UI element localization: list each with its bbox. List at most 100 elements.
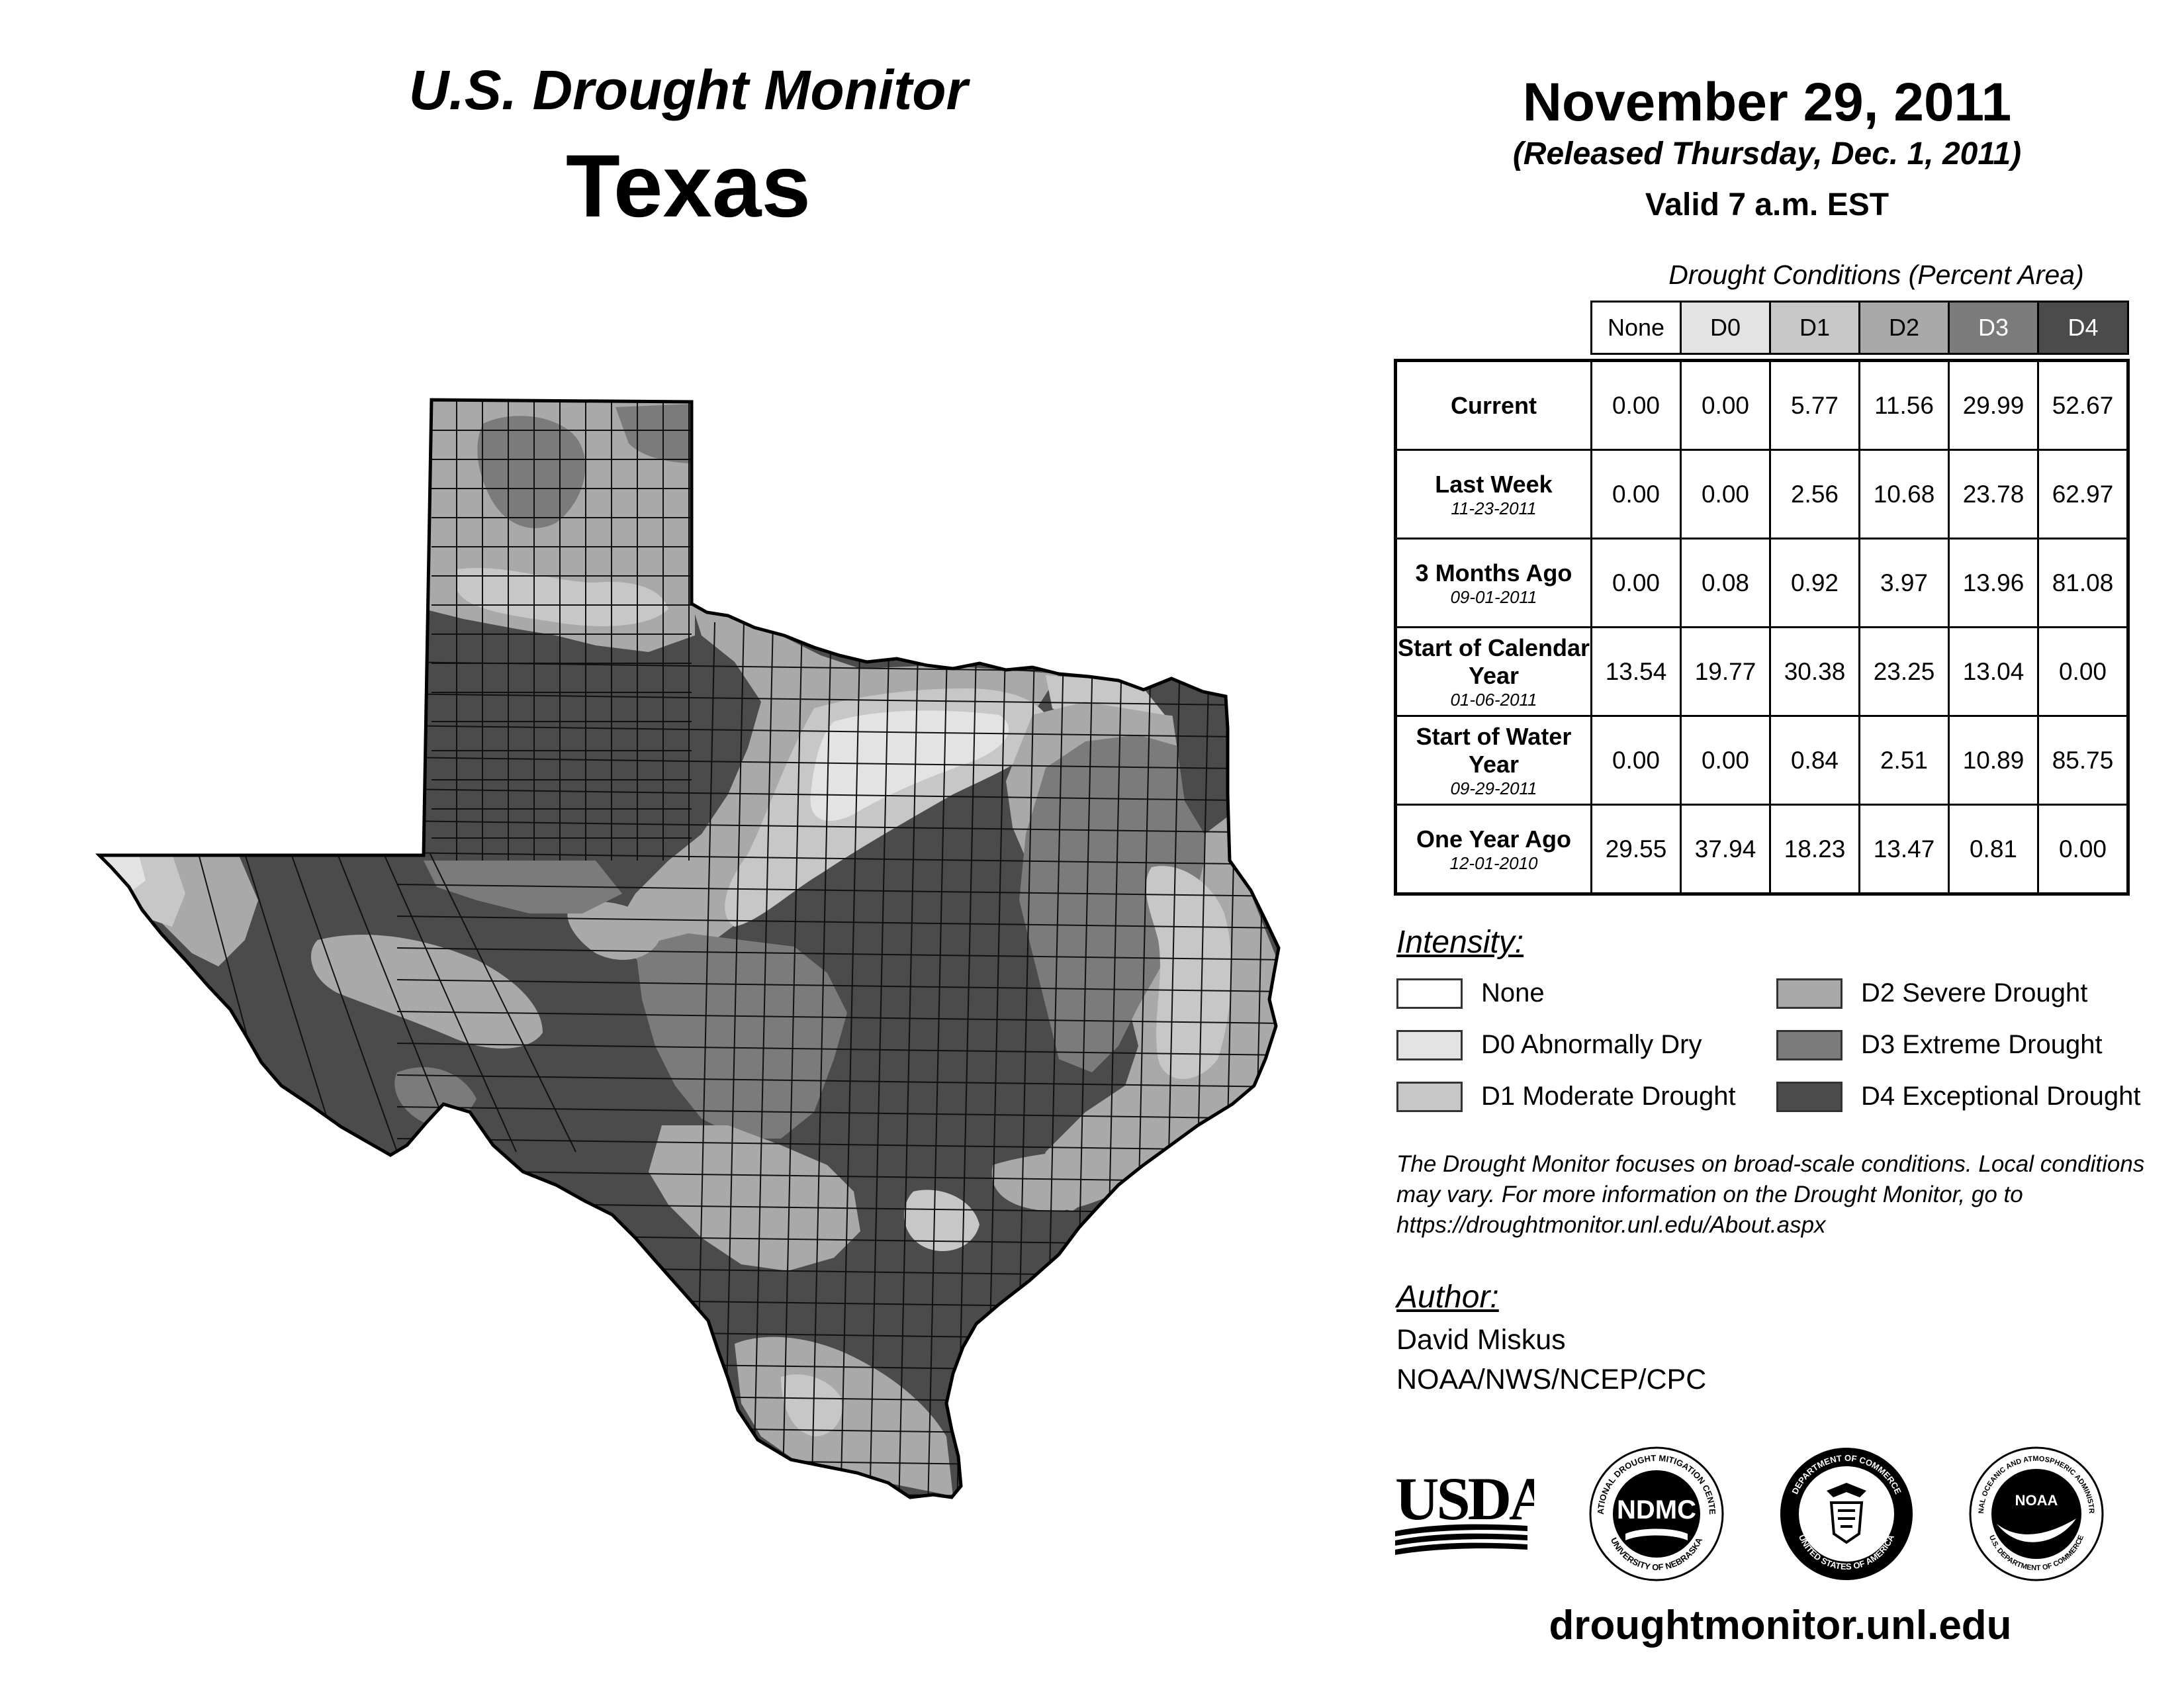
table-cell: 0.08: [1680, 538, 1771, 628]
row-label: One Year Ago 12-01-2010: [1394, 804, 1592, 895]
table-cell: 85.75: [2037, 715, 2129, 806]
zone-d3-west-central: [424, 861, 622, 914]
table-cell: 29.99: [1948, 359, 2039, 451]
county-boundary: [396, 1138, 1279, 1151]
table-cell: 62.97: [2037, 449, 2129, 539]
table-cell: 0.00: [1590, 449, 1682, 539]
usda-logo: USDA: [1395, 1465, 1534, 1555]
table-cell: 0.00: [2037, 626, 2129, 717]
table-cell: 29.55: [1590, 804, 1682, 895]
zone-d2-permian: [567, 902, 662, 960]
table-cell: 13.04: [1948, 626, 2039, 717]
commerce-seal-logo: DEPARTMENT OF COMMERCE UNITED STATES OF …: [1780, 1448, 1913, 1580]
bird-icon: [1997, 1519, 2076, 1542]
county-boundary: [752, 622, 774, 1497]
legend-label: None: [1481, 978, 1545, 1008]
county-boundary: [396, 1043, 1279, 1056]
county-boundary: [244, 853, 338, 1152]
row-label: Start of Calendar Year 01-06-2011: [1394, 626, 1592, 717]
county-boundary: [337, 853, 457, 1152]
county-boundary: [396, 693, 1279, 706]
table-cell: 13.47: [1858, 804, 1950, 895]
legend-label: D3 Extreme Drought: [1861, 1030, 2103, 1059]
table-cell: 5.77: [1769, 359, 1860, 451]
ndmc-logo: NATIONAL DROUGHT MITIGATION CENTER UNIVE…: [1587, 1444, 1724, 1581]
table-cell: 0.00: [1590, 715, 1682, 806]
legend-swatch: [1776, 1030, 1843, 1060]
col-header-none: None: [1590, 301, 1682, 355]
zone-d0-north-central: [810, 710, 1009, 821]
table-cell: 19.77: [1680, 626, 1771, 717]
legend-swatch: [1396, 1030, 1463, 1060]
county-boundary: [396, 725, 1279, 738]
legend-label: D2 Severe Drought: [1861, 978, 2088, 1008]
table-cell: 3.97: [1858, 538, 1950, 628]
table-cell: 0.84: [1769, 715, 1860, 806]
county-boundary: [840, 622, 861, 1497]
zone-d0-far-west: [99, 855, 146, 890]
county-boundary: [396, 979, 1279, 992]
author-org: NOAA/NWS/NCEP/CPC: [1396, 1364, 1707, 1395]
county-boundary: [396, 884, 1279, 897]
county-boundary: [396, 820, 1279, 833]
zone-d1-east-piney: [1146, 866, 1232, 1079]
legend-swatch: [1776, 1082, 1843, 1112]
county-boundary: [898, 622, 919, 1497]
county-boundary: [811, 622, 832, 1497]
table-cell: 23.78: [1948, 449, 2039, 539]
disclaimer-note: The Drought Monitor focuses on broad-sca…: [1396, 1151, 2145, 1238]
county-boundary: [396, 1011, 1279, 1024]
table-cell: 52.67: [2037, 359, 2129, 451]
legend-swatch: [1396, 1082, 1463, 1112]
county-boundary: [396, 947, 1279, 961]
col-header-d3: D3: [1948, 301, 2039, 355]
row-label: Start of Water Year 09-29-2011: [1394, 715, 1592, 806]
valid-time: Valid 7 a.m. EST: [1645, 187, 1889, 222]
county-boundary: [869, 622, 890, 1497]
col-header-d2: D2: [1858, 301, 1950, 355]
ndmc-logo-text: NDMC: [1617, 1495, 1696, 1524]
county-boundary: [291, 853, 398, 1152]
usda-logo-text: USDA: [1395, 1465, 1534, 1532]
county-boundary: [396, 1487, 1279, 1497]
table-cell: 0.00: [1590, 359, 1682, 451]
map-date: November 29, 2011: [1522, 72, 2012, 132]
table-cell: 0.00: [1680, 449, 1771, 539]
table-row: One Year Ago 12-01-2010 29.55 37.94 18.23…: [1394, 804, 2129, 895]
release-date: (Released Thursday, Dec. 1, 2011): [1512, 136, 2022, 171]
legend-heading: Intensity:: [1396, 925, 1524, 960]
table-row: Start of Water Year 09-29-2011 0.00 0.00 …: [1394, 715, 2129, 806]
legend-swatch: [1776, 978, 1843, 1009]
county-boundary: [396, 852, 1279, 865]
county-boundary: [927, 622, 948, 1497]
table-cell: 10.89: [1948, 715, 2039, 806]
legend-label: D1 Moderate Drought: [1481, 1082, 1736, 1111]
table-corner: [1395, 301, 1592, 354]
table-cell: 2.56: [1769, 449, 1860, 539]
table-row: Current 0.00 0.00 5.77 11.56 29.99 52.67: [1394, 359, 2129, 451]
table-cell: 2.51: [1858, 715, 1950, 806]
table-row: Last Week 11-23-2011 0.00 0.00 2.56 10.68…: [1394, 449, 2129, 539]
zone-d3-panhandle-north: [477, 416, 586, 528]
author-name: David Miskus: [1396, 1324, 1566, 1356]
col-header-d4: D4: [2037, 301, 2129, 355]
table-cell: 11.56: [1858, 359, 1950, 451]
row-label: 3 Months Ago 09-01-2011: [1394, 538, 1592, 628]
zone-d2-trans-pecos: [311, 934, 543, 1049]
website-url[interactable]: droughtmonitor.unl.edu: [1549, 1603, 2012, 1648]
county-boundary: [396, 788, 1279, 802]
county-boundary: [396, 1074, 1279, 1088]
map-title: U.S. Drought Monitor: [408, 59, 968, 121]
col-header-d1: D1: [1769, 301, 1860, 355]
zone-d3-panhandle-east: [615, 404, 695, 463]
row-label: Last Week 11-23-2011: [1394, 449, 1592, 539]
zone-d3-east: [1019, 735, 1205, 1072]
county-boundary: [383, 853, 517, 1152]
table-cell: 81.08: [2037, 538, 2129, 628]
drought-zones: [99, 400, 1277, 1496]
legend-label: D0 Abnormally Dry: [1481, 1030, 1702, 1059]
table-cell: 0.00: [1590, 538, 1682, 628]
county-boundary: [723, 622, 745, 1497]
texas-drought-map: [93, 394, 1291, 1546]
table-row: Start of Calendar Year 01-06-2011 13.54 1…: [1394, 626, 2129, 717]
